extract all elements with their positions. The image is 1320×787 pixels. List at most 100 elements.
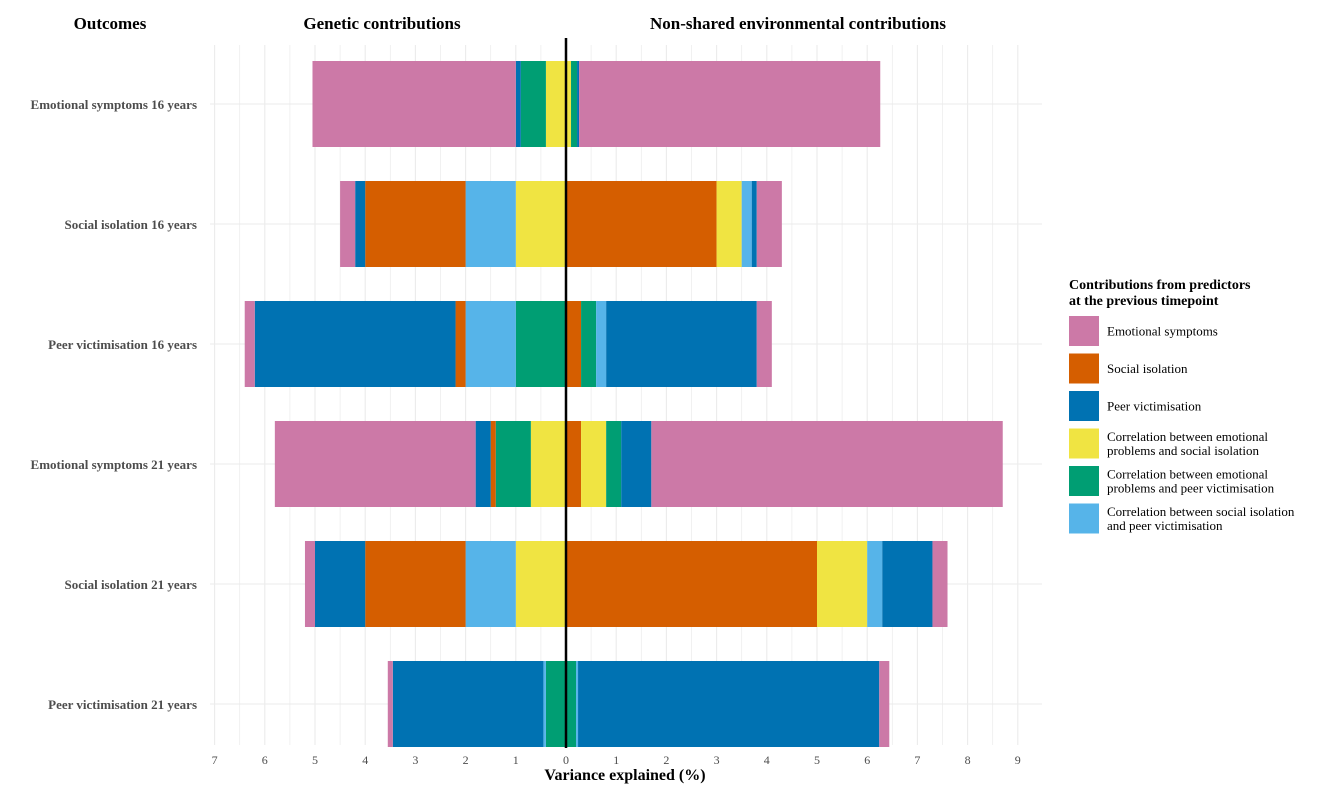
x-tick-label: 3 [714,753,720,767]
bar-genetic-es [312,61,516,147]
x-tick-label: 8 [965,753,971,767]
bar-environmental-si-pv [596,301,607,387]
legend-label: problems and peer victimisation [1107,481,1275,496]
x-tick-label: 9 [1015,753,1021,767]
bar-environmental-es [756,181,782,267]
bar-environmental-si [566,181,717,267]
category-label: Social isolation 21 years [64,577,197,592]
header-environmental: Non-shared environmental contributions [650,14,946,33]
legend-swatch-si [1069,353,1099,384]
bar-genetic-si [365,181,466,267]
bar-environmental-es-pv [606,421,622,507]
bar-genetic-pv [515,61,521,147]
bar-genetic-pv [475,421,491,507]
bar-genetic-si-pv [543,661,546,747]
x-tick-label: 4 [764,753,770,767]
bar-environmental-es-si [817,541,868,627]
bar-environmental-si [566,541,817,627]
legend-label: Peer victimisation [1107,399,1202,414]
x-tick-label: 5 [814,753,820,767]
bar-environmental-pv [882,541,933,627]
bar-genetic-si-pv [465,301,516,387]
bar-environmental-es [879,661,890,747]
legend-label: problems and social isolation [1107,443,1260,458]
x-tick-label: 5 [312,753,318,767]
grid-lines [210,45,1042,745]
bar-genetic-es-pv [515,301,566,387]
bar-genetic-si-pv [465,541,516,627]
bar-environmental-es [579,61,881,147]
bar-environmental-pv [751,181,757,267]
bar-environmental-si [566,421,582,507]
legend-label: and peer victimisation [1107,518,1223,533]
category-label: Emotional symptoms 21 years [31,457,197,472]
bar-environmental-es [932,541,948,627]
x-tick-label: 7 [212,753,218,767]
bar-environmental-si-pv [576,661,579,747]
bar-genetic-si [490,421,496,507]
x-tick-label: 2 [663,753,669,767]
x-tick-label: 3 [412,753,418,767]
bar-genetic-es-si [545,61,566,147]
bar-environmental-si-pv [741,181,752,267]
legend-swatch-es-pv [1069,466,1099,496]
bar-genetic-es-pv [495,421,531,507]
legend-swatch-es-si [1069,428,1099,459]
bar-environmental-pv [621,421,652,507]
x-tick-label: 1 [613,753,619,767]
legend-label: Correlation between emotional [1107,429,1268,444]
legend-label: Correlation between emotional [1107,467,1268,482]
x-tick-label: 7 [914,753,920,767]
bar-genetic-si [455,301,466,387]
x-tick-label: 0 [563,753,569,767]
bar-genetic-es-si [530,421,566,507]
legend-swatch-si-pv [1069,503,1099,534]
legend-swatch-es [1069,316,1099,346]
category-label: Social isolation 16 years [64,217,197,232]
bar-genetic-es-si [515,541,566,627]
bar-environmental-pv [606,301,757,387]
bar-environmental-es-pv [581,301,597,387]
bar-genetic-pv [355,181,366,267]
header-genetic: Genetic contributions [303,14,461,33]
legend-title: Contributions from predictors [1069,278,1251,293]
bar-environmental-pv [577,61,580,147]
legend-title: at the previous timepoint [1069,294,1219,309]
bar-environmental-pv [578,661,880,747]
bar-environmental-es-pv [571,61,578,147]
legend-label: Correlation between social isolation [1107,504,1295,519]
bar-genetic-si-pv [465,181,516,267]
x-tick-label: 2 [463,753,469,767]
bar-environmental-es-si [581,421,607,507]
category-label: Peer victimisation 21 years [48,697,197,712]
header-outcomes: Outcomes [74,14,147,33]
bar-genetic-es [244,301,255,387]
bar-environmental-es-pv [566,661,577,747]
bar-environmental-si [566,301,582,387]
bar-environmental-es [651,421,1003,507]
bar-genetic-es-pv [545,661,566,747]
bar-genetic-es [304,541,315,627]
legend-label: Emotional symptoms [1107,324,1218,339]
bar-genetic-pv [315,541,366,627]
bar-genetic-es-si [515,181,566,267]
x-tick-label: 1 [513,753,519,767]
bar-genetic-es [387,661,393,747]
bar-genetic-pv [254,301,456,387]
legend-label: Social isolation [1107,361,1188,376]
x-tick-label: 6 [864,753,870,767]
bar-genetic-es-pv [520,61,546,147]
bar-genetic-si [365,541,466,627]
bar-environmental-es [756,301,772,387]
bar-genetic-es [274,421,476,507]
category-label: Peer victimisation 16 years [48,337,197,352]
category-labels: Emotional symptoms 16 years Social isolat… [31,97,197,712]
bar-environmental-es-si [566,61,572,147]
bar-environmental-si-pv [867,541,883,627]
x-axis-label: Variance explained (%) [544,767,705,784]
x-tick-label: 6 [262,753,268,767]
category-label: Emotional symptoms 16 years [31,97,197,112]
x-axis-tick-labels: 7 6 5 4 3 2 1 0 1 2 3 4 5 6 7 8 9 [212,753,1021,767]
